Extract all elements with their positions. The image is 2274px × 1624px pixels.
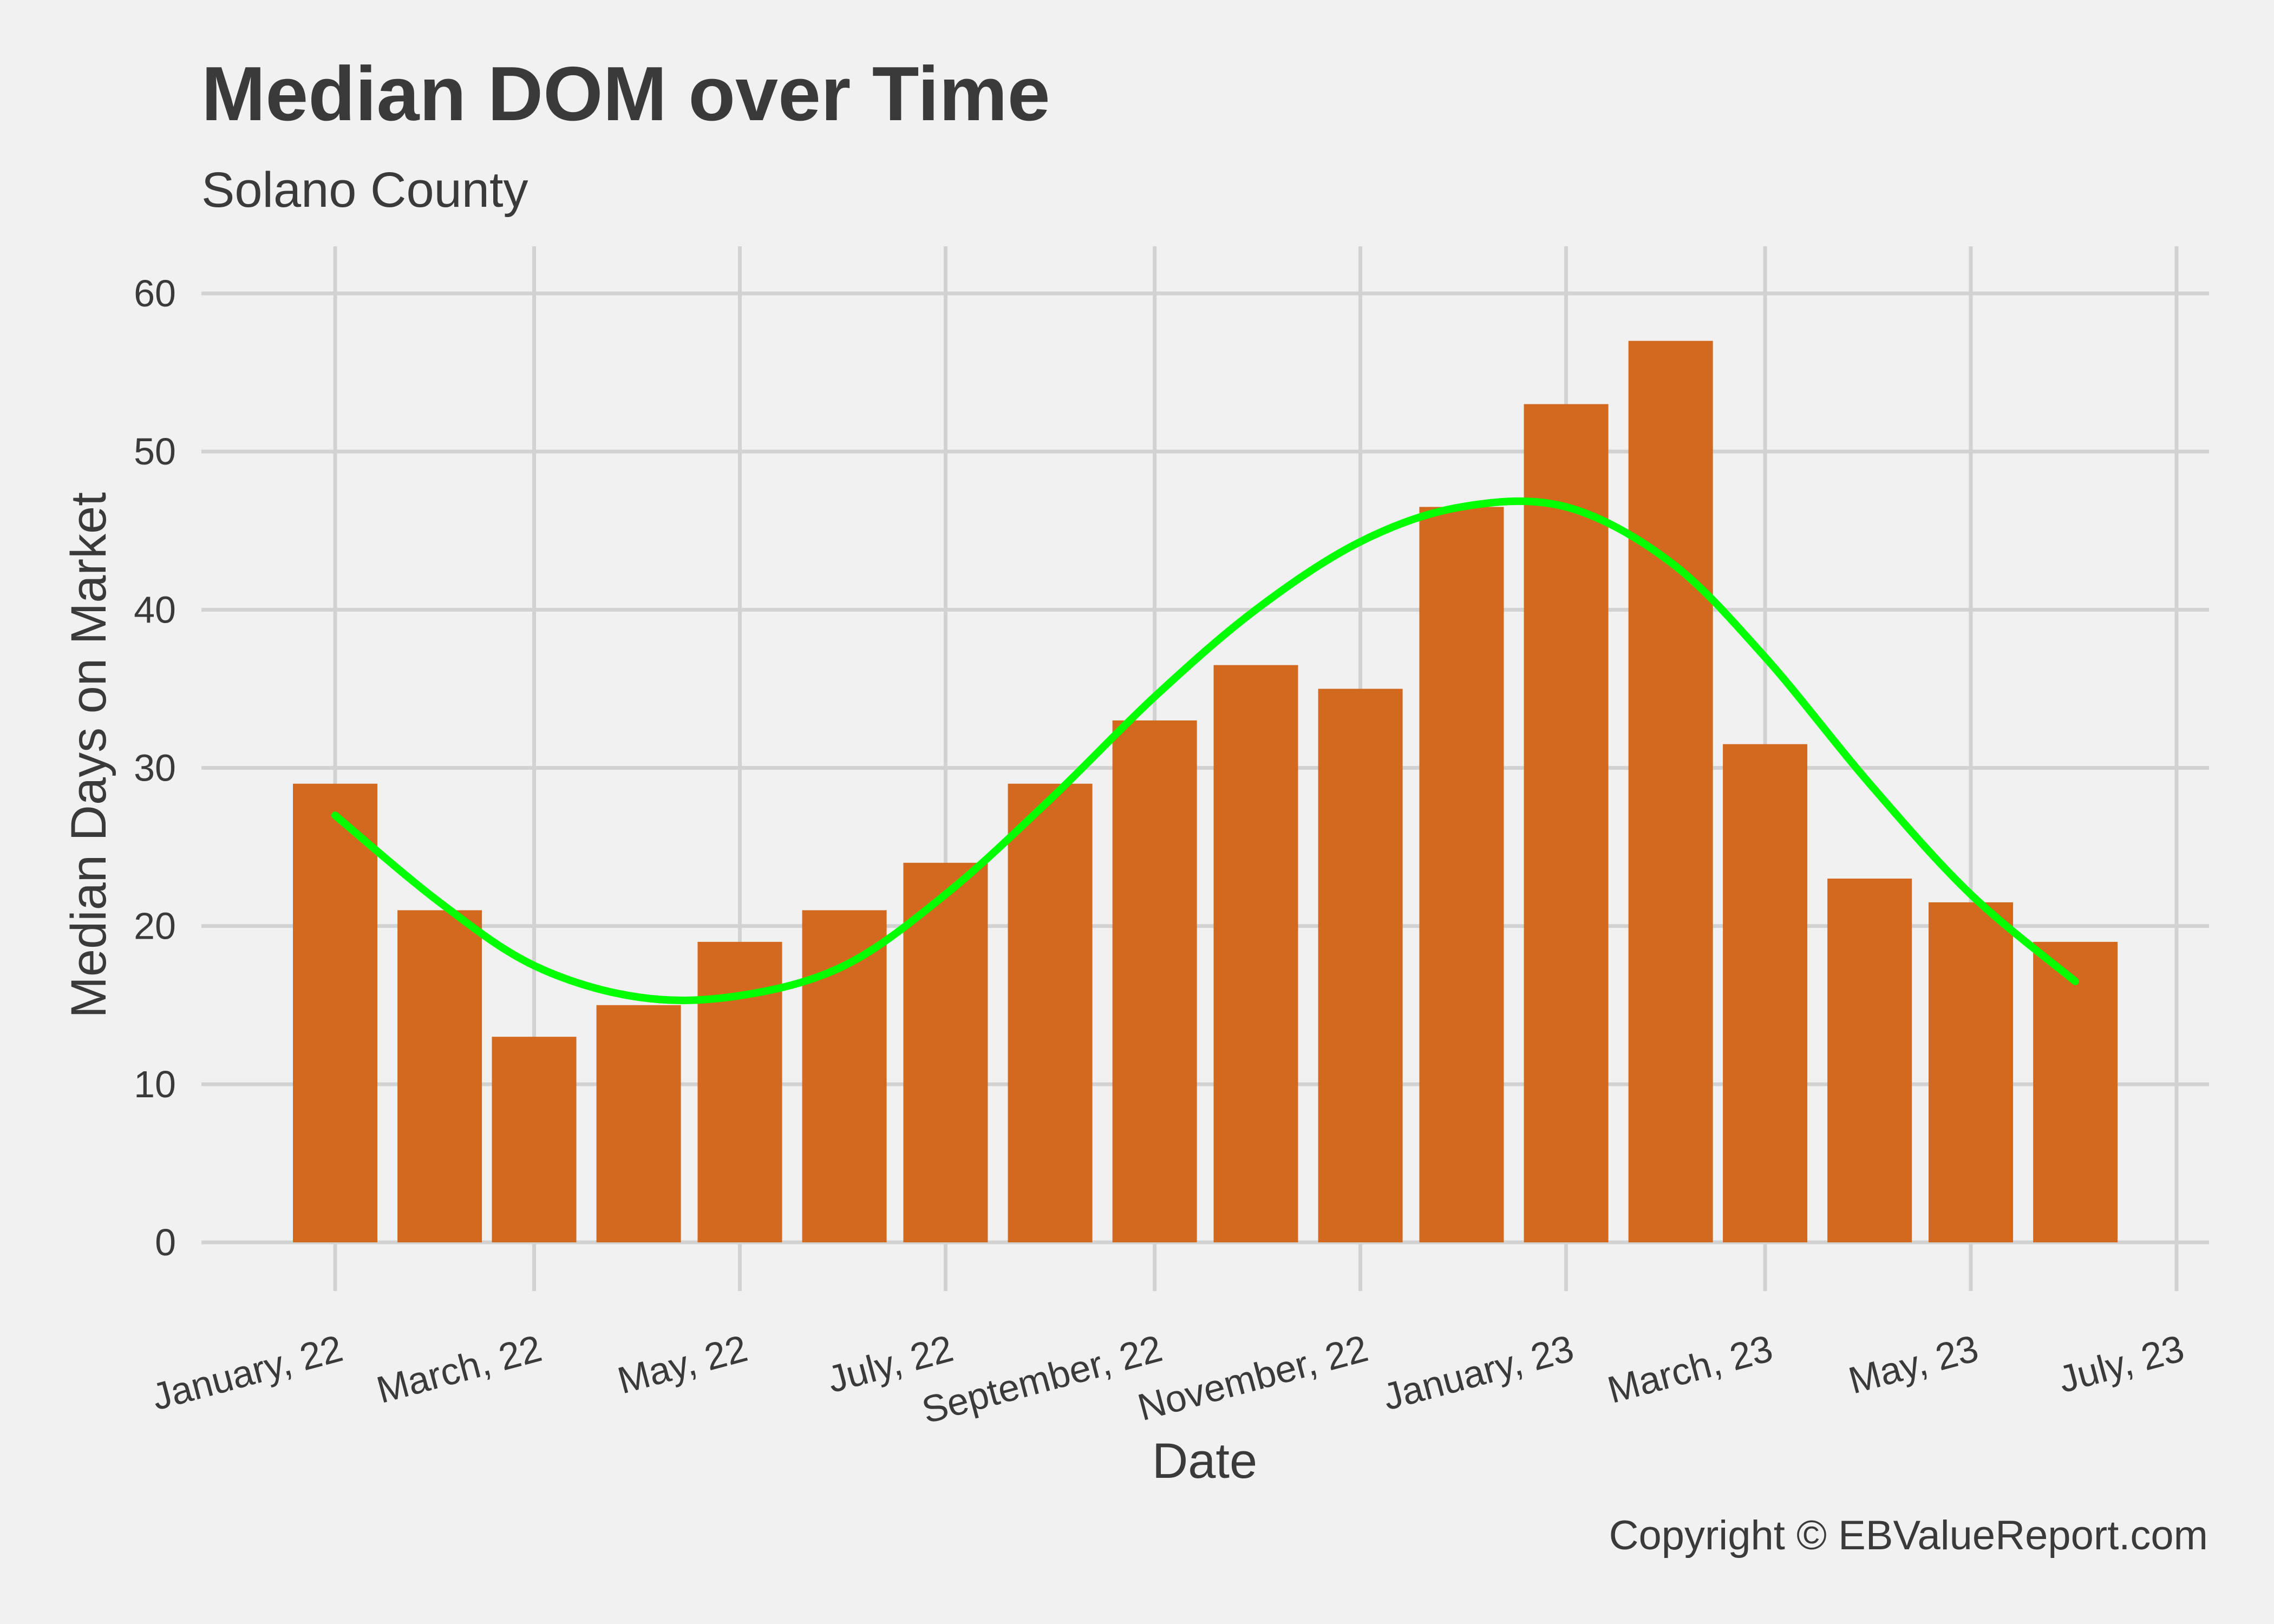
bar bbox=[1628, 340, 1713, 1242]
bar bbox=[1008, 783, 1093, 1242]
bar bbox=[2033, 941, 2118, 1242]
y-axis-label: Median Days on Market bbox=[61, 492, 116, 1018]
y-tick-label: 10 bbox=[134, 1063, 176, 1105]
bar bbox=[1318, 689, 1403, 1242]
y-tick-label: 30 bbox=[134, 747, 176, 789]
bar bbox=[802, 910, 887, 1242]
bar bbox=[293, 783, 377, 1242]
y-axis-ticks: 0 10 20 30 40 50 60 bbox=[134, 272, 176, 1263]
bar bbox=[1827, 879, 1912, 1242]
bar bbox=[1929, 902, 2014, 1242]
y-tick-label: 20 bbox=[134, 905, 176, 947]
chart-subtitle: Solano County bbox=[201, 162, 528, 218]
bar bbox=[903, 862, 988, 1242]
bar bbox=[397, 910, 482, 1242]
y-tick-label: 50 bbox=[134, 430, 176, 473]
x-axis-label: Date bbox=[1152, 1433, 1257, 1489]
chart-title: Median DOM over Time bbox=[201, 51, 1050, 137]
trend-line bbox=[331, 497, 2080, 1004]
bar bbox=[1723, 744, 1808, 1242]
bar bbox=[1524, 404, 1609, 1243]
bar bbox=[596, 1005, 681, 1242]
copyright-caption: Copyright © EBValueReport.com bbox=[1609, 1512, 2208, 1558]
bar bbox=[1419, 507, 1504, 1242]
y-tick-label: 60 bbox=[134, 272, 176, 315]
y-tick-label: 40 bbox=[134, 588, 176, 631]
bar bbox=[1112, 720, 1197, 1242]
bars bbox=[293, 340, 2118, 1243]
bar bbox=[1213, 665, 1298, 1242]
bar bbox=[492, 1037, 577, 1242]
y-tick-label: 0 bbox=[155, 1221, 176, 1263]
